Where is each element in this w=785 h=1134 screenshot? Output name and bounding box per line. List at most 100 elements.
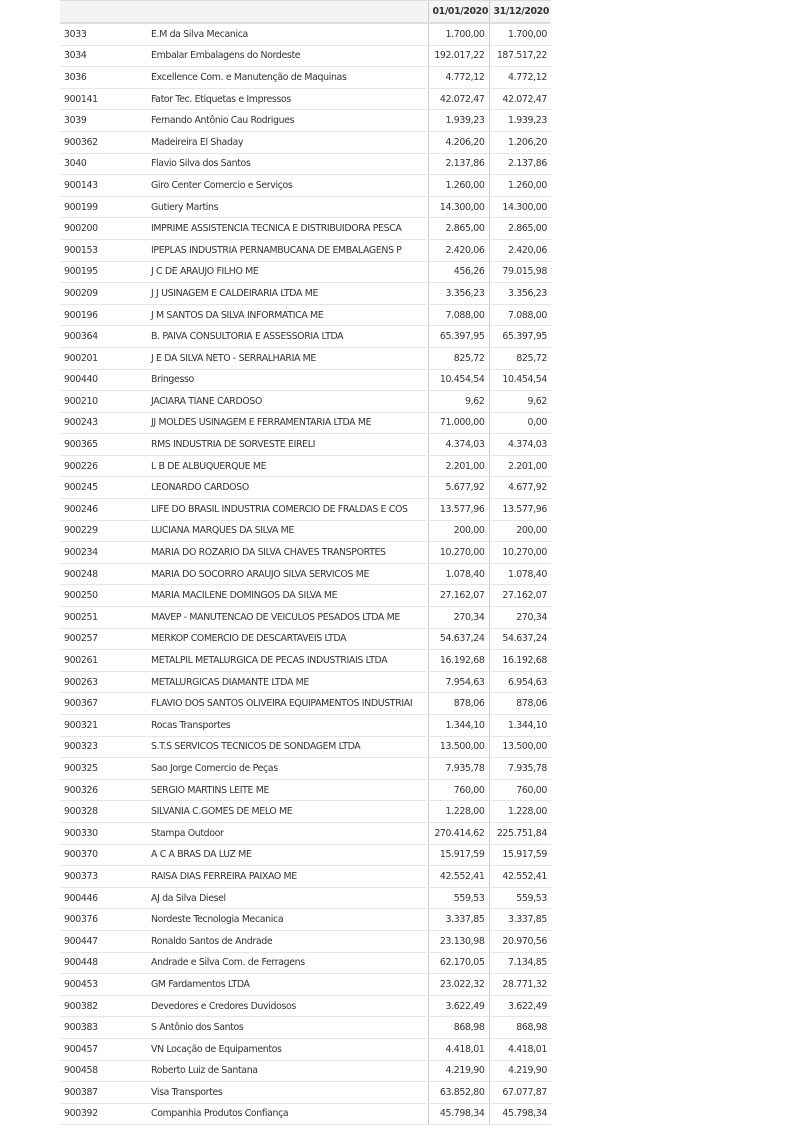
table-row: 900201 J E DA SILVA NETO - SERRALHARIA ME… [60, 347, 551, 370]
cell-code: 900328 [60, 800, 147, 823]
cell-value-start: 23.130,98 [427, 930, 489, 953]
cell-code: 900243 [60, 412, 147, 435]
cell-code: 3036 [60, 66, 147, 89]
table-row: 900367 FLAVIO DOS SANTOS OLIVEIRA EQUIPAM… [60, 692, 551, 715]
cell-value-start: 23.022,32 [427, 973, 489, 996]
cell-value-start: 7.088,00 [427, 304, 489, 327]
cell-value-end: 0,00 [488, 412, 551, 435]
cell-name: Andrade e Silva Com. de Ferragens [147, 952, 428, 975]
cell-code: 900196 [60, 304, 147, 327]
cell-value-start: 62.170,05 [427, 952, 489, 975]
table-row: 900246 LIFE DO BRASIL INDUSTRIA COMERCIO … [60, 498, 551, 521]
cell-name: RAISA DIAS FERREIRA PAIXAO ME [147, 865, 428, 888]
cell-value-end: 6.954,63 [488, 671, 551, 694]
cell-value-start: 456,26 [427, 261, 489, 284]
cell-name: Companhia Produtos Confiança [147, 1103, 428, 1126]
cell-name: VN Locação de Equipamentos [147, 1038, 428, 1061]
cell-code: 900261 [60, 649, 147, 672]
cell-value-end: 9,62 [488, 390, 551, 413]
table-row: 900373 RAISA DIAS FERREIRA PAIXAO ME 42.55… [60, 865, 551, 888]
cell-value-end: 3.622,49 [488, 995, 551, 1018]
cell-code: 900153 [60, 239, 147, 262]
cell-code: 900229 [60, 520, 147, 543]
cell-code: 900448 [60, 952, 147, 975]
table-row: 900365 RMS INDUSTRIA DE SORVESTE EIRELI 4.… [60, 433, 551, 456]
cell-code: 900458 [60, 1060, 147, 1083]
cell-name: MARIA DO SOCORRO ARAUJO SILVA SERVICOS M… [147, 563, 428, 586]
cell-value-end: 7.134,85 [488, 952, 551, 975]
cell-value-start: 3.337,85 [427, 908, 489, 931]
table-row: 900326 SERGIO MARTINS LEITE ME 760,00 760,0… [60, 779, 551, 802]
cell-name: JJ MOLDES USINAGEM E FERRAMENTARIA LTDA … [147, 412, 428, 435]
cell-value-start: 9,62 [427, 390, 489, 413]
cell-value-end: 270,34 [488, 606, 551, 629]
cell-name: MAVEP - MANUTENCAO DE VEICULOS PESADOS L… [147, 606, 428, 629]
table-row: 900229 LUCIANA MARQUES DA SILVA ME 200,00 2… [60, 520, 551, 543]
cell-value-start: 1.260,00 [427, 174, 489, 197]
table-row: 900376 Nordeste Tecnologia Mecanica 3.337,… [60, 908, 551, 931]
cell-code: 3034 [60, 45, 147, 68]
cell-code: 900370 [60, 844, 147, 867]
cell-value-end: 4.418,01 [488, 1038, 551, 1061]
cell-code: 900245 [60, 476, 147, 500]
table-row: 900234 MARIA DO ROZARIO DA SILVA CHAVES T… [60, 541, 551, 564]
cell-code: 900326 [60, 779, 147, 802]
cell-value-end: 79.015,98 [488, 261, 551, 284]
cell-code: 900263 [60, 671, 147, 694]
cell-code: 900200 [60, 217, 147, 240]
table-row: 900458 Roberto Luiz de Santana 4.219,90 4.2… [60, 1060, 551, 1083]
cell-code: 900250 [60, 584, 147, 608]
cell-name: Embalar Embalagens do Nordeste [147, 45, 428, 68]
cell-name: Madeireira El Shaday [147, 131, 428, 154]
table-row: 3039 Fernando Antônio Cau Rodrigues 1.939,… [60, 109, 551, 132]
cell-name: Fernando Antônio Cau Rodrigues [147, 109, 428, 132]
cell-value-start: 4.374,03 [427, 433, 489, 456]
cell-name: Sao Jorge Comercio de Peças [147, 757, 428, 780]
cell-code: 900446 [60, 887, 147, 910]
table-row: 900392 Companhia Produtos Confiança 45.798… [60, 1103, 551, 1126]
cell-code: 900248 [60, 563, 147, 586]
cell-code: 900325 [60, 757, 147, 780]
cell-name: A C A BRAS DA LUZ ME [147, 844, 428, 867]
table-row: 900321 Rocas Transportes 1.344,10 1.344,10 [60, 714, 551, 737]
table-row: 900226 L B DE ALBUQUERQUE ME 2.201,00 2.201… [60, 455, 551, 478]
cell-value-start: 878,06 [427, 692, 489, 715]
header-name [147, 0, 428, 24]
cell-value-end: 3.337,85 [488, 908, 551, 931]
cell-value-end: 1.206,20 [488, 131, 551, 154]
cell-value-end: 4.219,90 [488, 1060, 551, 1083]
header-date-end: 31/12/2020 [488, 0, 551, 24]
cell-value-start: 1.700,00 [427, 23, 489, 46]
cell-value-start: 5.677,92 [427, 476, 489, 500]
cell-code: 900447 [60, 930, 147, 953]
cell-name: J C DE ARAUJO FILHO ME [147, 261, 428, 284]
cell-value-end: 67.077,87 [488, 1081, 551, 1104]
cell-code: 900362 [60, 131, 147, 154]
cell-value-start: 3.356,23 [427, 282, 489, 305]
cell-code: 3040 [60, 153, 147, 176]
table-row: 900143 Giro Center Comercio e Serviços 1.2… [60, 174, 551, 197]
cell-name: Nordeste Tecnologia Mecanica [147, 908, 428, 931]
table-row: 900383 S Antônio dos Santos 868,98 868,98 [60, 1016, 551, 1039]
cell-code: 900392 [60, 1103, 147, 1126]
cell-value-start: 10.270,00 [427, 541, 489, 564]
table-row: 900330 Stampa Outdoor 270.414,62 225.751,84 [60, 822, 551, 845]
cell-name: J J USINAGEM E CALDEIRARIA LTDA ME [147, 282, 428, 305]
cell-value-end: 10.270,00 [488, 541, 551, 564]
cell-value-end: 20.970,56 [488, 930, 551, 953]
cell-value-end: 10.454,54 [488, 369, 551, 392]
cell-name: B. PAIVA CONSULTORIA E ASSESSORIA LTDA [147, 325, 428, 348]
cell-value-start: 7.935,78 [427, 757, 489, 780]
cell-code: 900376 [60, 908, 147, 931]
cell-name: METALPIL METALURGICA DE PECAS INDUSTRIAI… [147, 649, 428, 672]
table-row: 900251 MAVEP - MANUTENCAO DE VEICULOS PES… [60, 606, 551, 629]
cell-name: MERKOP COMERCIO DE DESCARTAVEIS LTDA [147, 628, 428, 651]
cell-name: J E DA SILVA NETO - SERRALHARIA ME [147, 347, 428, 370]
table-row: 900453 GM Fardamentos LTDA 23.022,32 28.771… [60, 973, 551, 996]
cell-value-end: 4.677,92 [488, 476, 551, 500]
cell-value-start: 2.201,00 [427, 455, 489, 478]
cell-code: 900209 [60, 282, 147, 305]
cell-code: 900143 [60, 174, 147, 197]
cell-code: 900383 [60, 1016, 147, 1039]
table-row: 900325 Sao Jorge Comercio de Peças 7.935,7… [60, 757, 551, 780]
